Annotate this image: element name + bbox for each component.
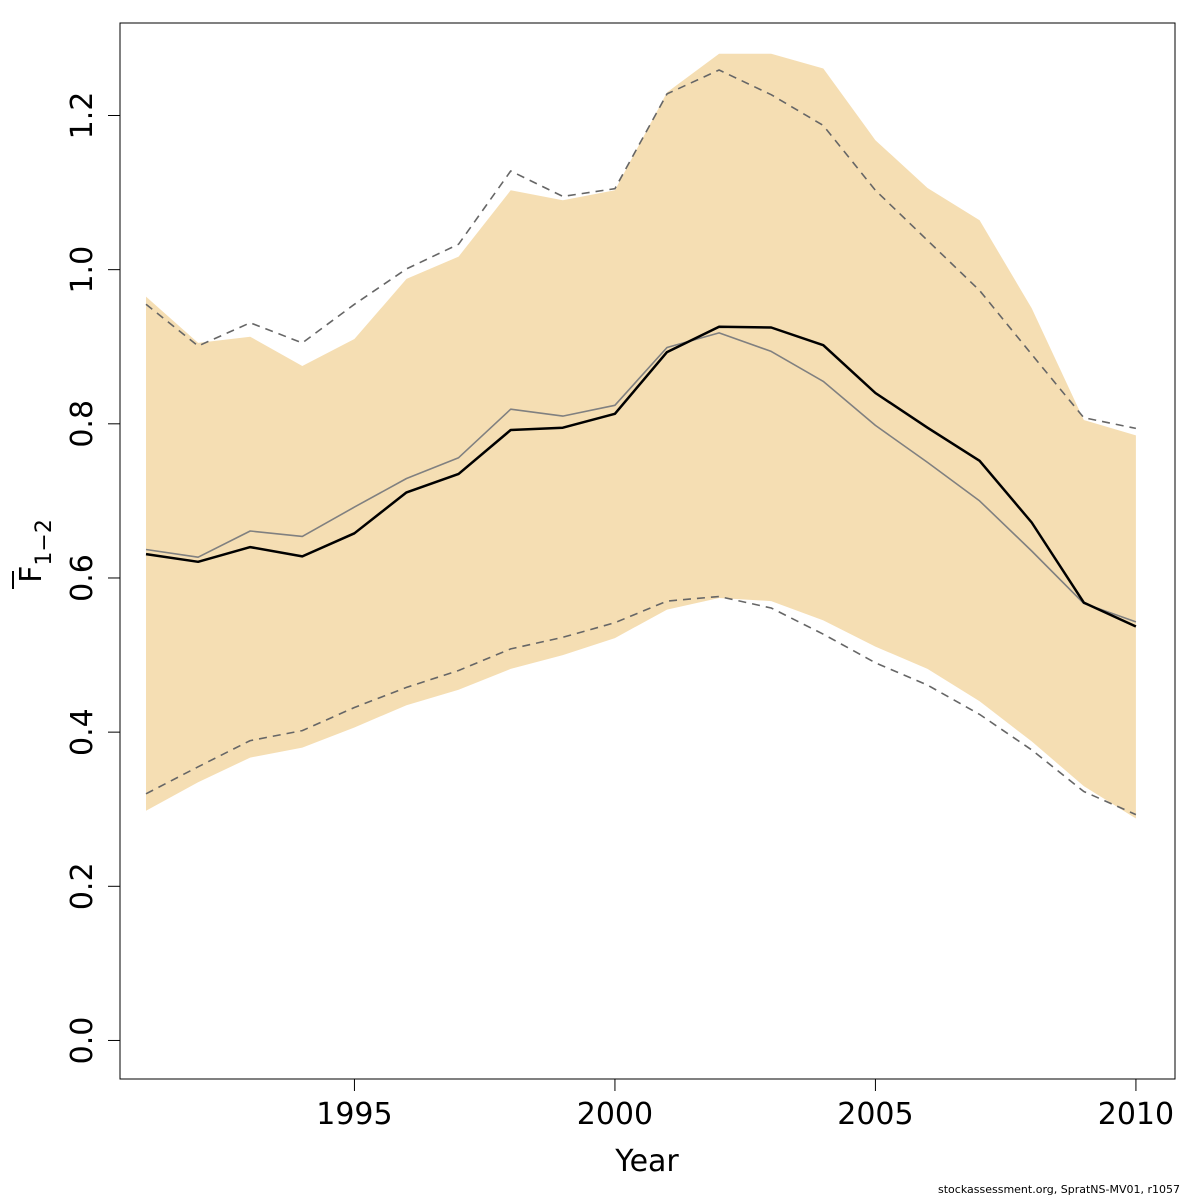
y-tick-label-0.6: 0.6 xyxy=(65,554,100,602)
series-line-thin-grey xyxy=(145,332,1137,623)
x-axis-title: Year xyxy=(614,1144,679,1179)
x-tick-label-1995: 1995 xyxy=(316,1097,392,1132)
y-axis: 0.0 0.2 0.4 0.6 0.8 1.0 1.2 xyxy=(65,92,120,1065)
x-axis: 1995 2000 2005 2010 xyxy=(316,1079,1174,1132)
series-line-dashed-upper xyxy=(145,69,1137,430)
y-tick-label-0.0: 0.0 xyxy=(65,1017,100,1065)
footer-credit: stockassessment.org, SpratNS-MV01, r1057 xyxy=(938,1183,1180,1196)
y-tick-label-0.8: 0.8 xyxy=(65,400,100,448)
y-axis-title: F1−2 xyxy=(12,519,57,589)
y-axis-title-sub: 1−2 xyxy=(32,519,57,565)
y-tick-label-0.4: 0.4 xyxy=(65,708,100,756)
y-tick-label-1.2: 1.2 xyxy=(65,92,100,140)
series-line-thick-black xyxy=(145,325,1137,628)
y-tick-label-1.0: 1.0 xyxy=(65,246,100,294)
y-axis-title-main: F xyxy=(14,566,49,583)
confidence-band xyxy=(146,53,1136,819)
svg-text:F1−2: F1−2 xyxy=(14,519,57,583)
y-tick-label-0.2: 0.2 xyxy=(65,862,100,910)
x-tick-label-2005: 2005 xyxy=(837,1097,913,1132)
series-line-dashed-lower xyxy=(145,595,1137,816)
x-tick-label-2000: 2000 xyxy=(577,1097,653,1132)
plot-frame xyxy=(119,22,1176,1080)
x-tick-label-2010: 2010 xyxy=(1098,1097,1174,1132)
